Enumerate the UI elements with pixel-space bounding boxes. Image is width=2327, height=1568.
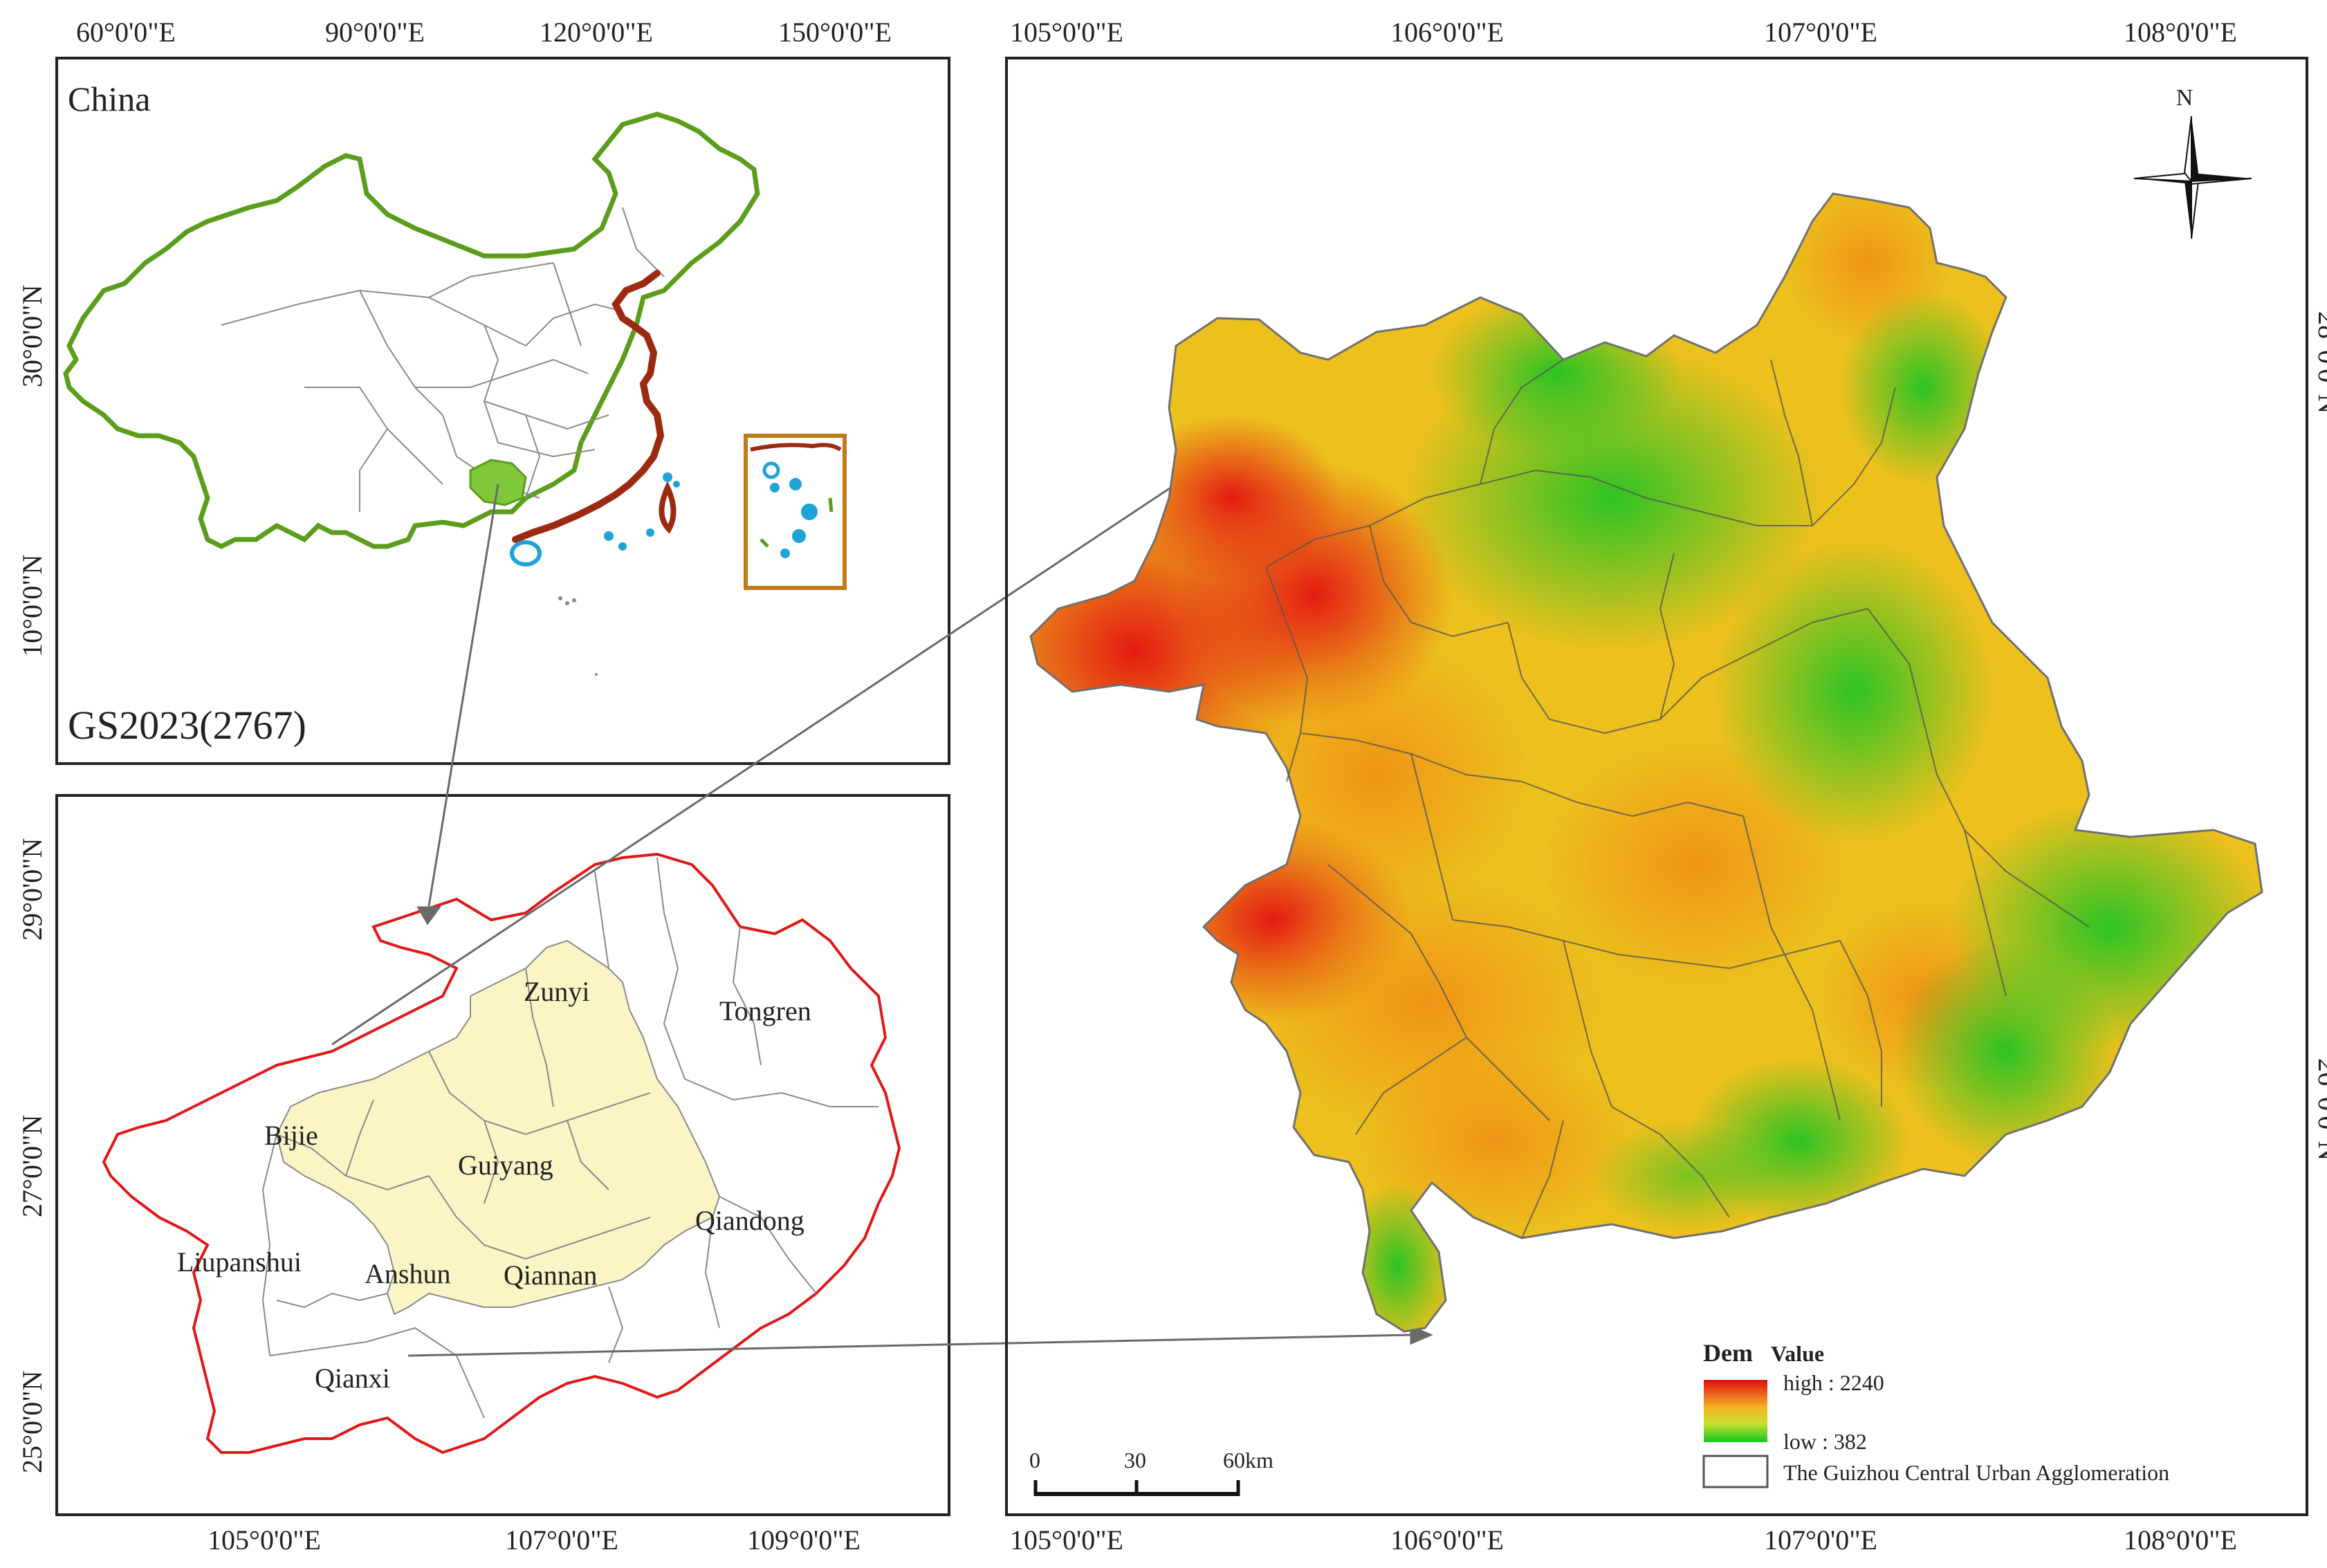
scale-bar: 0 30 60km (1029, 1448, 1273, 1496)
china-lon-ticks: 60°0'0"E 90°0'0"E 120°0'0"E 150°0'0"E (76, 17, 892, 48)
guizhou-county-lines (261, 857, 879, 1419)
china-lon-tick: 120°0'0"E (540, 17, 653, 48)
china-lon-tick: 150°0'0"E (778, 17, 892, 48)
legend-high-label: high : 2240 (1783, 1370, 1884, 1395)
dem-lon-tick: 108°0'0"E (2124, 1524, 2237, 1556)
scale-label-0: 0 (1029, 1448, 1040, 1473)
legend-color-ramp (1704, 1380, 1767, 1442)
dem-lat-tick: 28°0'0"N (2312, 311, 2327, 414)
city-label-qiannan: Qiannan (504, 1260, 598, 1291)
china-lat-tick: 10°0'0"N (17, 555, 48, 657)
arrow-china-to-guizhou (427, 483, 499, 907)
arrow-head (416, 906, 441, 925)
approval-number: GS2023(2767) (68, 703, 306, 748)
city-label-qianxi: Qianxi (315, 1363, 390, 1394)
south-sea-dots (558, 596, 598, 676)
dem-raster (1031, 194, 2262, 1331)
china-overview-panel: China GS2023(2767) 60°0'0"E 90°0'0"E 120… (17, 17, 950, 765)
guizhou-lon-tick: 109°0'0"E (747, 1524, 861, 1556)
china-lon-tick: 90°0'0"E (325, 17, 425, 48)
city-label-anshun: Anshun (365, 1258, 450, 1289)
china-lat-tick: 30°0'0"N (17, 285, 48, 387)
guizhou-lat-ticks: 29°0'0"N 27°0'0"N 25°0'0"N (17, 838, 48, 1473)
dem-lat-tick: 26°0'0"N (2312, 1058, 2327, 1161)
agglomeration-area (275, 939, 721, 1316)
dem-lat-ticks: 28°0'0"N 26°0'0"N (2312, 311, 2327, 1161)
legend-boundary-swatch (1702, 1455, 1769, 1488)
city-label-tongren: Tongren (719, 995, 811, 1026)
legend-title-bold: Dem (1703, 1339, 1753, 1367)
arrow-to-dem-bottom (407, 1334, 1412, 1357)
dem-lon-tick: 107°0'0"E (1764, 1524, 1877, 1556)
china-panel-frame (55, 57, 950, 765)
guizhou-lon-ticks: 105°0'0"E 107°0'0"E 109°0'0"E (208, 1524, 861, 1556)
china-lat-ticks: 30°0'0"N 10°0'0"N (17, 285, 48, 657)
legend-title-rest: Value (1771, 1341, 1824, 1366)
china-province-lines (221, 207, 665, 512)
city-label-zunyi: Zunyi (524, 976, 590, 1007)
hainan-island (510, 540, 542, 566)
city-label-qiandong: Qiandong (695, 1205, 804, 1236)
city-label-liupanshui: Liupanshui (177, 1246, 302, 1278)
dem-panel: N 0 30 60km Dem Value high : 2240 l (1005, 17, 2327, 1556)
dem-outline (1029, 192, 2263, 1333)
china-lon-tick: 60°0'0"E (76, 17, 176, 48)
dem-lon-tick: 107°0'0"E (1764, 17, 1877, 48)
guizhou-lat-tick: 25°0'0"N (17, 1371, 48, 1473)
north-label: N (2176, 85, 2193, 111)
dem-lon-tick: 106°0'0"E (1390, 17, 1504, 48)
scale-label-60km: 60km (1223, 1448, 1273, 1473)
guizhou-highlight (469, 459, 527, 506)
legend: Dem Value high : 2240 low : 382 The Guiz… (1702, 1339, 2169, 1488)
guizhou-lat-tick: 29°0'0"N (17, 838, 48, 941)
guizhou-panel: Zunyi Tongren Bijie Guiyang Qiandong Liu… (17, 794, 950, 1556)
city-label-guiyang: Guiyang (458, 1150, 553, 1181)
dem-lon-ticks-top: 105°0'0"E 106°0'0"E 107°0'0"E 108°0'0"E (1010, 17, 2237, 48)
legend-low-label: low : 382 (1783, 1429, 1867, 1454)
city-label-bijie: Bijie (264, 1120, 318, 1151)
taiwan-island (659, 481, 677, 534)
dem-lon-ticks-bottom: 105°0'0"E 106°0'0"E 107°0'0"E 108°0'0"E (1010, 1524, 2237, 1556)
dem-panel-frame (1005, 57, 2308, 1516)
dem-lon-tick: 106°0'0"E (1390, 1524, 1504, 1556)
arrow-head (1410, 1325, 1433, 1345)
north-arrow: N (2133, 85, 2252, 239)
south-china-sea-inset (744, 434, 847, 590)
dem-lon-tick: 105°0'0"E (1010, 1524, 1123, 1556)
china-panel-title: China (68, 80, 150, 118)
arrow-to-dem-top (331, 476, 1187, 1046)
legend-boundary-label: The Guizhou Central Urban Agglomeration (1783, 1460, 2169, 1485)
guizhou-panel-frame (55, 794, 950, 1516)
guizhou-lat-tick: 27°0'0"N (17, 1115, 48, 1217)
scale-label-30: 30 (1124, 1448, 1146, 1473)
guizhou-lon-tick: 107°0'0"E (505, 1524, 618, 1556)
dem-county-lines (1265, 359, 2090, 1239)
dem-lon-tick: 108°0'0"E (2124, 17, 2237, 48)
dem-lon-tick: 105°0'0"E (1010, 17, 1123, 48)
guizhou-lon-tick: 105°0'0"E (208, 1524, 321, 1556)
china-border (63, 111, 760, 549)
connector-arrows (331, 469, 1433, 1357)
guizhou-city-labels: Zunyi Tongren Bijie Guiyang Qiandong Liu… (177, 976, 811, 1394)
scattered-islands (604, 472, 680, 551)
china-coastline (512, 270, 665, 543)
